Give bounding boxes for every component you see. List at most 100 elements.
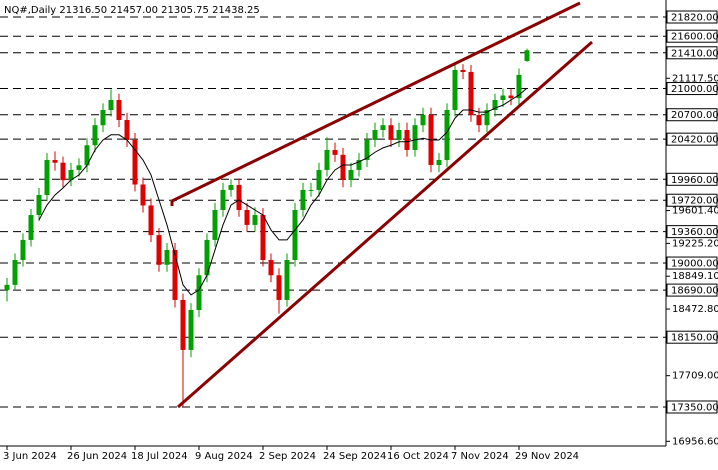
candle-body (132, 139, 138, 185)
candle-body (364, 139, 370, 161)
x-tick-label: 7 Nov 2024 (451, 451, 509, 462)
plot-area (0, 16, 666, 408)
candle-body (484, 110, 490, 126)
y-tick-label: 19225.20 (672, 238, 718, 249)
candle-body (324, 149, 330, 170)
candle-body (396, 129, 402, 140)
level-label: 20420.00 (671, 135, 718, 146)
y-tick-label: 18472.80 (672, 304, 718, 315)
level-label-box (666, 400, 718, 414)
candle-body (268, 259, 274, 276)
candle-body (460, 69, 466, 72)
candle-body (116, 99, 122, 120)
candle-body (316, 169, 322, 190)
level-label: 20700.00 (671, 110, 718, 121)
candle-body (508, 95, 514, 99)
x-tick-label: 24 Sep 2024 (323, 451, 386, 462)
level-label: 18150.00 (671, 333, 718, 344)
level-label-box (666, 225, 718, 239)
candle-body (444, 110, 450, 161)
level-label-box (666, 193, 718, 207)
candle-body (524, 50, 530, 61)
candle-body (500, 95, 506, 100)
candle-body (388, 125, 394, 140)
candle-body (196, 275, 202, 310)
x-tick-label: 16 Oct 2024 (387, 451, 449, 462)
level-label: 21410.00 (671, 48, 718, 59)
candle-body (404, 129, 410, 150)
candle-body (332, 149, 338, 155)
level-label: 21600.00 (671, 32, 718, 43)
candle-body (420, 114, 426, 126)
candle-body (228, 184, 234, 190)
candle-body (52, 160, 58, 163)
level-label-box (666, 46, 718, 60)
candle-body (516, 74, 522, 99)
level-label: 18690.00 (671, 286, 718, 297)
candle-body (172, 249, 178, 300)
candle-body (76, 165, 82, 170)
chart-title: NQ#,Daily 21316.50 21457.00 21305.75 214… (4, 5, 260, 16)
level-label-box (666, 108, 718, 122)
lower-trendline (177, 40, 593, 409)
x-tick-label: 18 Jul 2024 (131, 451, 188, 462)
candle-body (492, 99, 498, 111)
candle-body (244, 210, 250, 225)
candle-body (340, 154, 346, 180)
candle-body (236, 184, 242, 211)
candle-body (148, 205, 154, 236)
candle-body (92, 125, 98, 146)
candle-body (308, 189, 314, 191)
level-label: 19960.00 (671, 175, 718, 186)
time-axis-bg (0, 446, 718, 466)
candle-body (12, 259, 18, 285)
candle-body (44, 160, 50, 195)
level-label-box (666, 256, 718, 270)
level-label-box (666, 330, 718, 344)
candle-body (60, 162, 66, 181)
candle-body (100, 110, 106, 126)
moving-average (38, 87, 528, 296)
candle-body (452, 69, 458, 111)
candle-body (252, 215, 258, 225)
candle-body (212, 210, 218, 240)
x-tick-label: 2 Sep 2024 (259, 451, 316, 462)
candle-body (284, 259, 290, 300)
candle-body (84, 145, 90, 166)
candle-body (180, 299, 186, 350)
level-label: 19360.00 (671, 227, 718, 238)
level-label-box (666, 172, 718, 186)
candle-body (372, 129, 378, 140)
candle-body (220, 189, 226, 211)
level-label: 21820.00 (671, 13, 718, 24)
candle-body (380, 125, 386, 130)
level-label: 17350.00 (671, 403, 718, 414)
y-tick-label: 21117.50 (672, 73, 718, 84)
candle-body (412, 125, 418, 150)
candle-body (20, 239, 26, 260)
candle-body (140, 184, 146, 206)
candle-body (348, 169, 354, 180)
x-tick-label: 26 Jun 2024 (67, 451, 127, 462)
candle-body (36, 194, 42, 216)
candle-body (156, 235, 162, 265)
candle-body (276, 275, 282, 300)
level-label: 19720.00 (671, 196, 718, 207)
level-label-box (666, 10, 718, 24)
candle-body (260, 215, 266, 260)
candle-body (124, 119, 130, 140)
y-tick-label: 18849.10 (672, 271, 718, 282)
candle-body (108, 99, 114, 111)
candle-body (292, 210, 298, 260)
candle-body (28, 215, 34, 240)
candle-body (164, 249, 170, 265)
candle-body (188, 309, 194, 350)
candle-body (300, 189, 306, 211)
y-tick-label: 16956.60 (672, 436, 718, 447)
y-tick-label: 19601.40 (672, 206, 718, 217)
level-label: 19000.00 (671, 259, 718, 270)
candle-body (356, 160, 362, 170)
level-label-box (666, 283, 718, 297)
